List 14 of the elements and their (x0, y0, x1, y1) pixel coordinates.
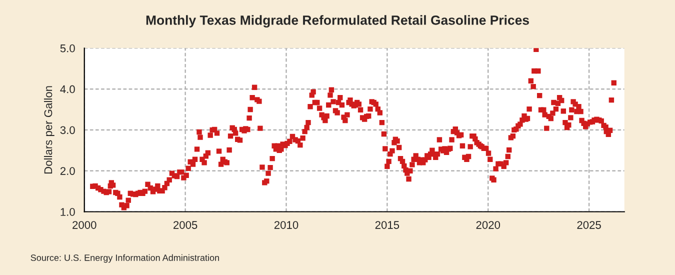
y-tick-label: 4.0 (60, 85, 75, 94)
source-note: Source: U.S. Energy Information Administration (30, 254, 219, 263)
x-tick-label: 2025 (577, 221, 601, 229)
x-tick-label: 2000 (72, 221, 96, 229)
y-tick-label: 3.0 (60, 126, 75, 134)
x-tick-label: 2005 (174, 221, 198, 229)
x-tick-label: 2020 (476, 221, 500, 229)
x-tick-label: 2015 (375, 221, 400, 229)
x-tick-label: 2010 (274, 221, 298, 229)
y-axis-title: Dollars per Gallon (44, 86, 54, 174)
y-tick-label: 5.0 (60, 44, 75, 52)
y-tick-label: 2.0 (60, 167, 75, 175)
y-tick-label: 1.0 (60, 208, 75, 216)
chart-title: Monthly Texas Midgrade Reformulated Retail Gasoline Prices (146, 15, 529, 28)
